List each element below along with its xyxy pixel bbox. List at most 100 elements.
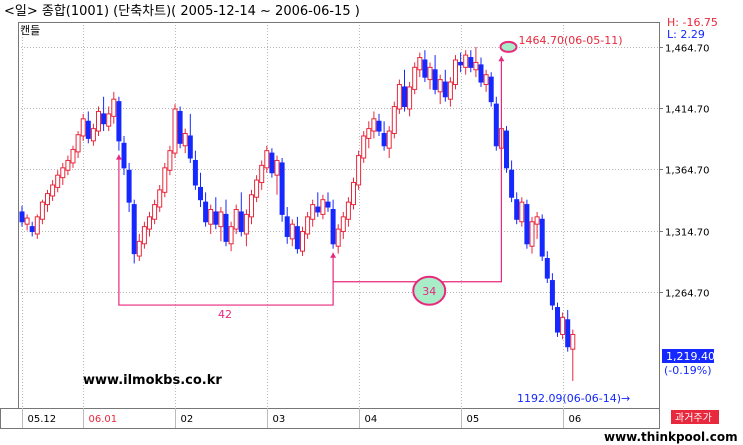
- candle-body: [422, 59, 428, 78]
- candle-body: [218, 211, 224, 228]
- candle-body: [24, 217, 30, 225]
- candle-body: [60, 167, 66, 179]
- low-label: L: 2.29: [667, 28, 705, 41]
- candle-body: [432, 69, 438, 90]
- candle-body: [136, 240, 142, 257]
- candle-body: [544, 258, 550, 279]
- candle-body: [493, 103, 499, 147]
- candle-body: [310, 204, 316, 220]
- candle-body: [279, 162, 285, 215]
- candle-body: [529, 221, 535, 247]
- candle-body: [524, 204, 530, 245]
- watermark: www.ilmokbs.co.kr: [83, 373, 222, 388]
- y-tick-label: 1,414.70: [665, 105, 710, 116]
- candle-body: [539, 218, 545, 257]
- candle-body: [514, 199, 520, 220]
- candle-body: [519, 201, 525, 223]
- candle-body: [34, 216, 40, 235]
- candle-body: [509, 169, 515, 198]
- candle-body: [198, 186, 203, 201]
- candle-body: [534, 216, 540, 225]
- candle-body: [366, 128, 372, 139]
- current-value-box: [662, 349, 714, 363]
- x-tick-label: 04: [365, 414, 378, 425]
- candle-body: [386, 130, 392, 149]
- candle-body: [381, 133, 387, 147]
- candle-body: [412, 66, 418, 90]
- current-value: 1,219.40: [666, 350, 715, 363]
- current-change: (-0.19%): [664, 364, 712, 377]
- candle-body: [351, 182, 356, 206]
- candle-body: [75, 134, 81, 153]
- x-tick-label: 05.12: [28, 414, 57, 425]
- chart-kind-label: 캔들: [20, 24, 40, 37]
- candle-body: [243, 213, 249, 235]
- interval-label-42: 42: [218, 308, 232, 321]
- high-label: H: -16.75: [667, 16, 718, 29]
- candle-body: [473, 61, 479, 71]
- y-tick-label: 1,464.70: [665, 44, 710, 55]
- candle-body: [55, 174, 61, 188]
- candle-body: [187, 135, 193, 159]
- grid-lines: [18, 22, 659, 408]
- candle-body: [453, 59, 458, 85]
- candle-body: [147, 216, 152, 230]
- candle-body: [50, 184, 56, 197]
- candle-body: [560, 316, 566, 335]
- candle-body: [417, 57, 423, 71]
- plot-frame: [18, 22, 660, 409]
- candle-body: [106, 113, 112, 127]
- candle-body: [300, 231, 305, 252]
- candle-body: [407, 86, 413, 110]
- interval-label-34: 34: [422, 285, 436, 298]
- candle-body: [427, 66, 433, 81]
- candle-body: [315, 206, 321, 213]
- candle-body: [90, 128, 96, 142]
- candle-body: [320, 199, 326, 215]
- candle-body: [555, 307, 560, 333]
- candle-body: [549, 280, 555, 306]
- candle-body: [111, 98, 117, 117]
- candle-body: [305, 216, 311, 235]
- candle-body: [152, 204, 158, 220]
- chart-title: <일> 종합(1001) (단축차트)( 2005-12-14 ~ 2006-0…: [4, 4, 360, 19]
- candle-body: [121, 142, 127, 169]
- candle-body: [402, 86, 407, 108]
- candle-body: [228, 226, 234, 245]
- candle-body: [376, 120, 382, 132]
- candle-body: [238, 211, 244, 233]
- peak-highlight: [499, 40, 518, 53]
- candle-body: [361, 135, 367, 159]
- history-button[interactable]: 과거주가: [671, 410, 719, 424]
- candle-body: [233, 208, 239, 230]
- candle-body: [447, 81, 453, 100]
- candle-body: [294, 226, 300, 250]
- candle-body: [141, 226, 147, 245]
- candle-body: [504, 130, 509, 169]
- candle-body: [116, 101, 122, 142]
- candle-body: [468, 57, 474, 68]
- candle-body: [65, 159, 71, 171]
- candle-body: [478, 64, 484, 83]
- x-tick-label: 03: [273, 414, 286, 425]
- y-tick-label: 1,264.70: [665, 289, 710, 300]
- candle-body: [259, 164, 265, 184]
- candle-body: [254, 179, 260, 198]
- candle-body: [70, 148, 76, 164]
- candle-body: [157, 189, 163, 208]
- candle-body: [162, 167, 168, 193]
- candle-body: [570, 333, 576, 350]
- candle-body: [126, 169, 132, 203]
- candle-body: [39, 201, 45, 220]
- candle-body: [249, 194, 254, 218]
- candle-body: [325, 201, 331, 208]
- candle-body: [274, 159, 280, 176]
- candle-body: [335, 228, 341, 247]
- x-tick-label: 06: [569, 414, 582, 425]
- candle-body: [391, 106, 397, 135]
- candle-body: [223, 213, 229, 242]
- candle-body: [437, 79, 443, 93]
- x-tick-label: 05: [467, 414, 480, 425]
- candle-body: [85, 120, 91, 139]
